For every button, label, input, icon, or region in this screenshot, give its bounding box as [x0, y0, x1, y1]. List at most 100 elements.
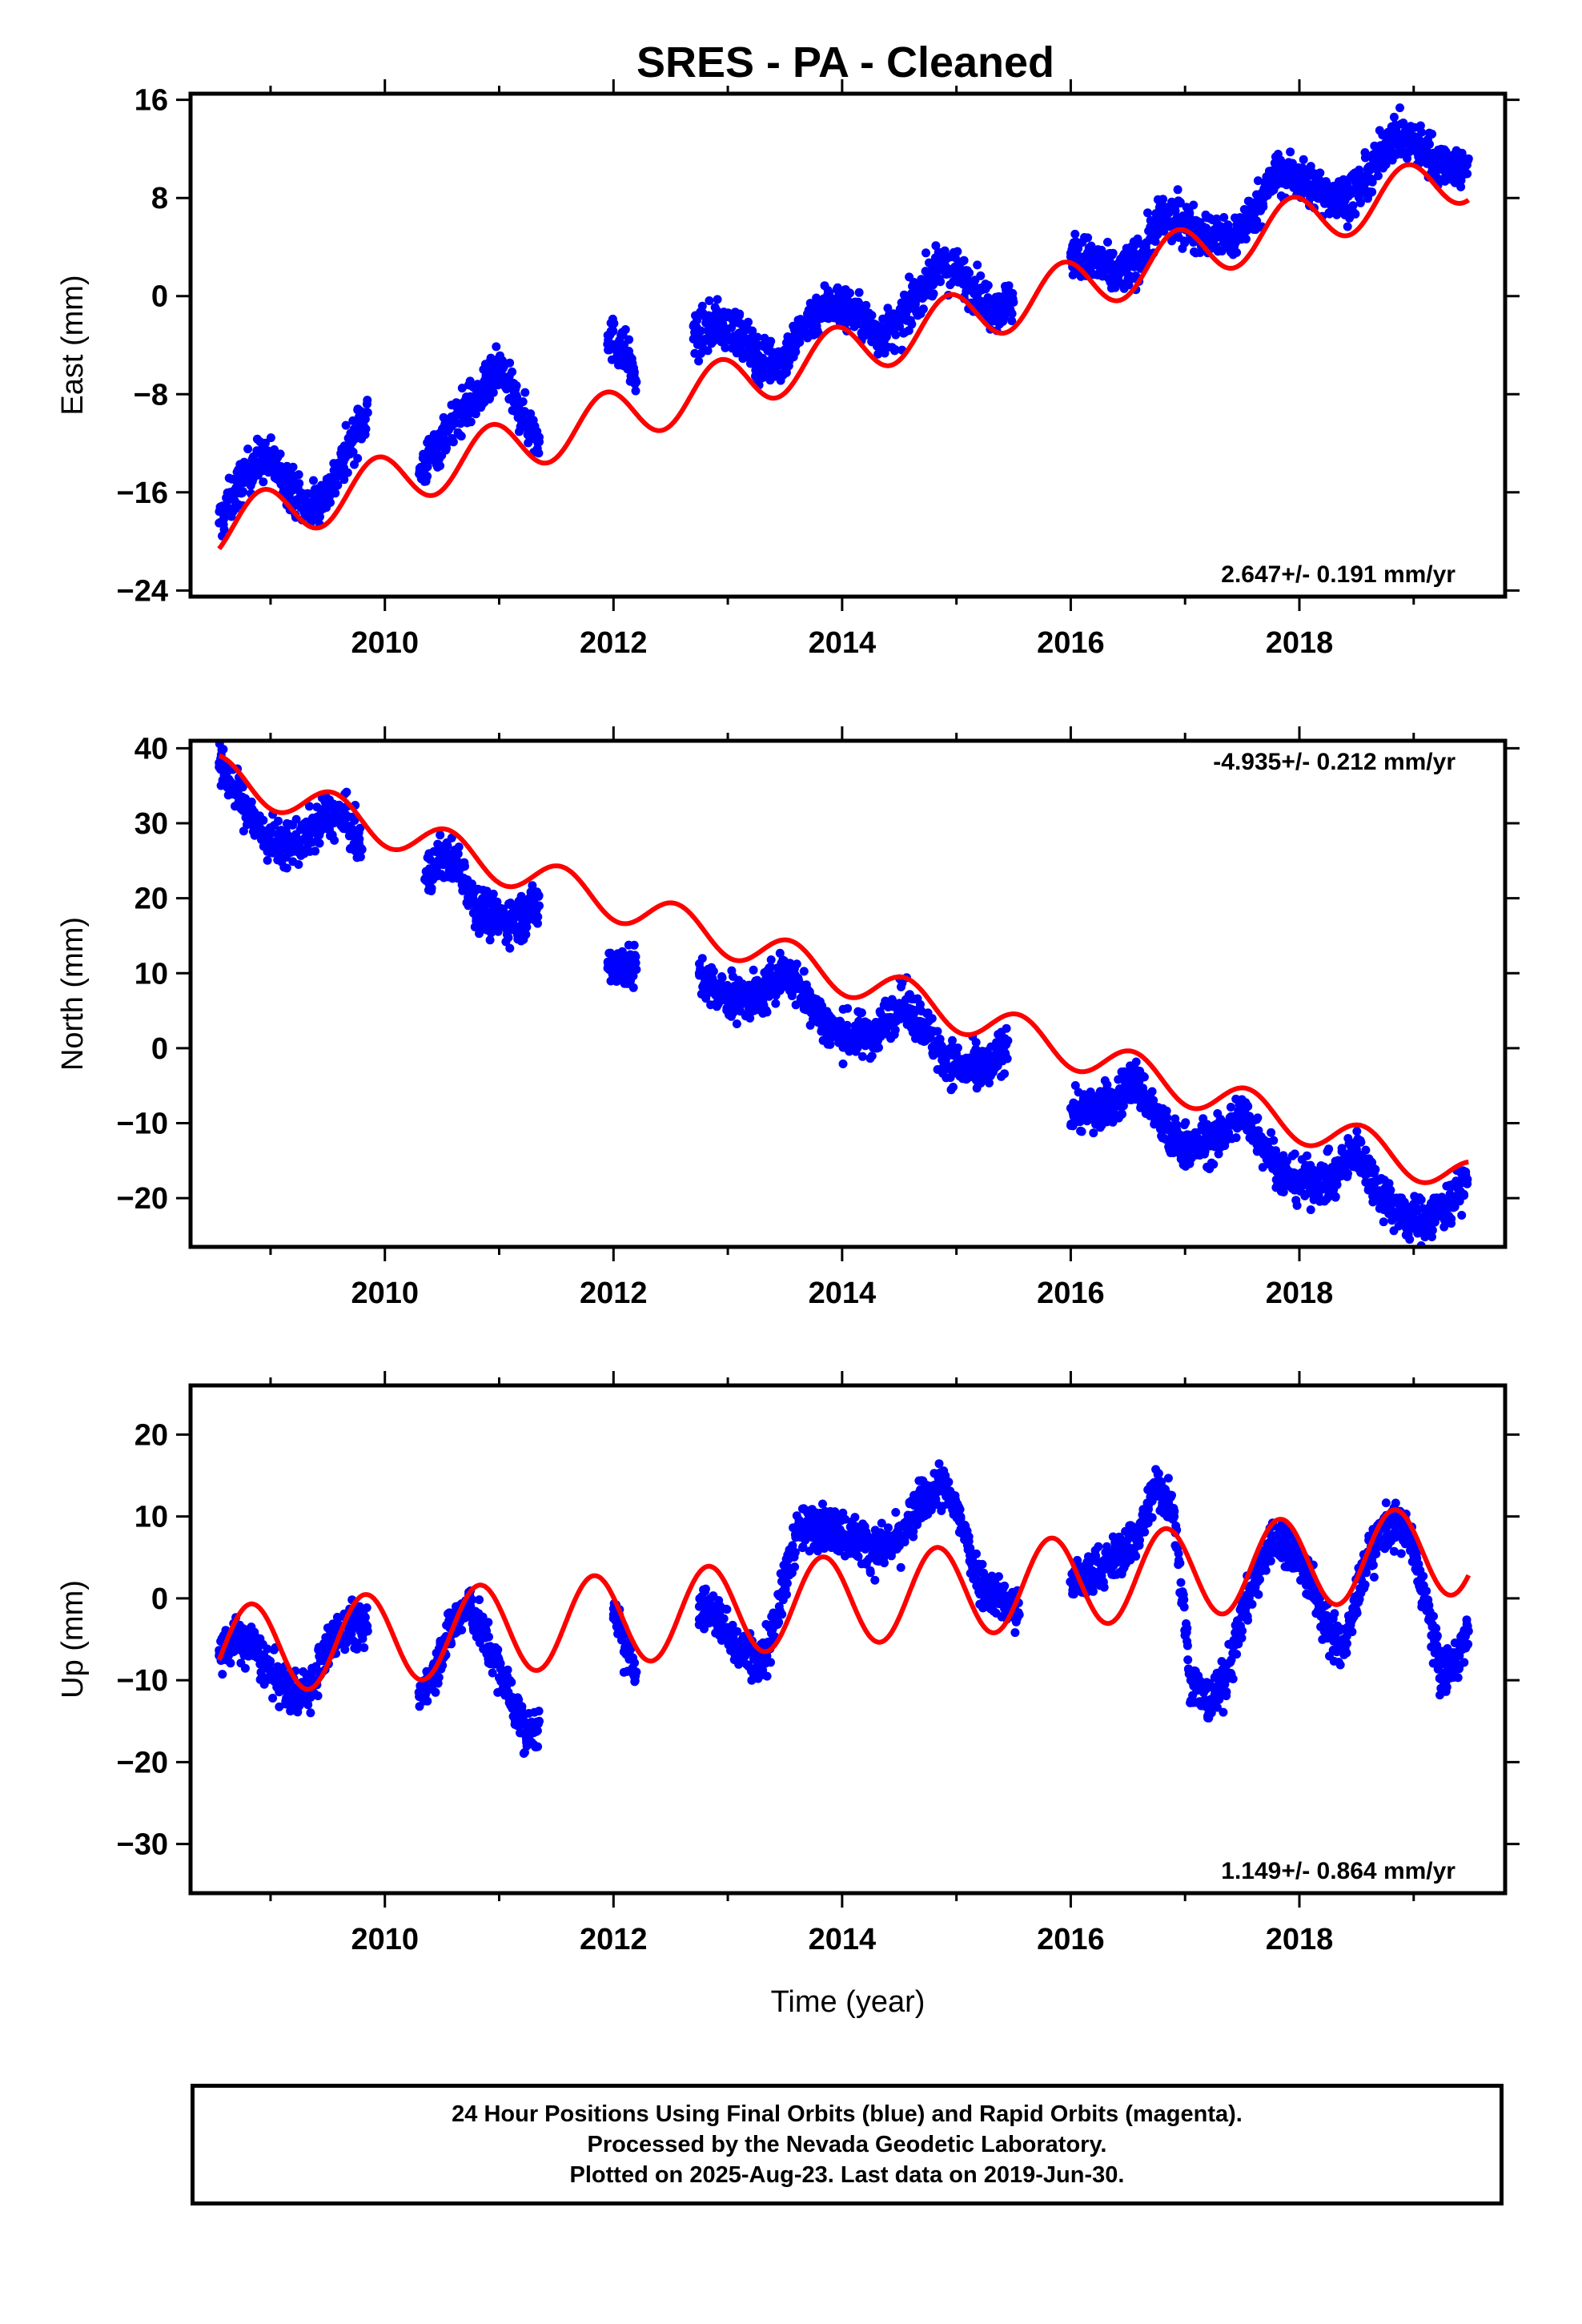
east-data-point: [883, 304, 893, 313]
north-data-point: [1405, 1235, 1415, 1244]
east-data-point: [219, 525, 229, 534]
north-data-point: [342, 787, 351, 797]
north-data-point: [1375, 1186, 1384, 1196]
north-data-point: [1066, 1104, 1075, 1113]
north-data-point: [534, 891, 544, 900]
east-data-point: [1007, 316, 1017, 326]
east-data-point: [1455, 163, 1464, 172]
north-data-point: [238, 782, 247, 792]
north-data-point: [1416, 1195, 1426, 1204]
east-data-point: [1464, 154, 1473, 163]
north-data-point: [927, 1014, 937, 1023]
east-data-point: [845, 288, 854, 298]
east-data-point: [223, 502, 232, 512]
east-data-point: [520, 388, 530, 397]
north-data-point: [917, 1017, 927, 1027]
east-y-axis-label: East (mm): [56, 275, 90, 415]
east-data-point: [1415, 121, 1425, 131]
east-data-point: [976, 271, 986, 280]
north-data-point: [1172, 1120, 1182, 1130]
north-data-point: [260, 834, 270, 843]
east-data-point: [477, 389, 487, 399]
north-data-point: [1000, 1069, 1010, 1079]
east-data-point: [609, 319, 619, 328]
east-data-point: [518, 397, 528, 407]
east-data-point: [1286, 147, 1295, 157]
east-x-tick-label: 2014: [809, 626, 877, 660]
north-data-point: [1371, 1164, 1380, 1174]
north-data-point: [771, 999, 781, 1008]
east-y-tick-label: 16: [135, 84, 168, 118]
north-data-point: [843, 1003, 853, 1013]
east-data-point: [260, 453, 270, 463]
east-data-point: [894, 322, 904, 332]
north-panel: 2010 2012 2014 2016 2018403020100−10−20North…: [56, 726, 1520, 1310]
east-data-point: [363, 396, 372, 405]
east-data-point: [735, 309, 745, 319]
east-data-point: [526, 409, 536, 419]
north-data-point: [488, 889, 498, 899]
north-x-tick-label: 2014: [809, 1277, 877, 1310]
north-data-point: [355, 834, 364, 844]
east-data-point: [234, 481, 243, 491]
north-data-point: [282, 863, 291, 873]
east-data-point: [631, 386, 640, 396]
north-data-point: [243, 807, 252, 817]
north-data-point: [1420, 1216, 1430, 1225]
north-data-point: [781, 965, 789, 975]
east-data-point: [632, 377, 641, 387]
east-data-point: [259, 477, 268, 487]
north-data-point: [1003, 1036, 1013, 1045]
north-data-point: [1077, 1127, 1086, 1136]
north-data-point: [219, 745, 228, 754]
east-data-point: [215, 518, 224, 528]
east-data-point: [534, 448, 544, 458]
east-data-point: [423, 472, 432, 481]
north-data-point: [247, 797, 256, 806]
east-data-point: [849, 306, 858, 316]
north-data-point: [311, 846, 320, 856]
north-data-point: [838, 1059, 848, 1068]
north-data-point: [215, 762, 224, 772]
east-y-tick-label: 8: [151, 182, 168, 215]
north-data-point: [455, 860, 464, 869]
east-data-point: [781, 368, 791, 377]
north-data-point: [874, 1043, 883, 1052]
east-data-point: [1389, 112, 1399, 122]
east-data-point: [426, 451, 436, 460]
east-data-point: [936, 277, 946, 287]
east-data-point: [753, 332, 762, 342]
east-data-point: [734, 328, 744, 338]
north-data-point: [1303, 1151, 1311, 1160]
north-data-point: [1331, 1192, 1340, 1201]
north-data-point: [916, 999, 925, 1009]
north-data-point: [1269, 1136, 1279, 1145]
east-data-point: [443, 426, 452, 436]
north-data-point: [1112, 1096, 1121, 1105]
east-data-point: [456, 419, 465, 428]
north-data-point: [509, 922, 519, 931]
north-data-point: [1343, 1169, 1352, 1178]
east-data-point: [363, 408, 372, 417]
east-data-point: [1202, 223, 1211, 233]
north-data-point: [857, 1051, 867, 1061]
north-data-point: [315, 838, 324, 848]
north-y-tick-label: 10: [135, 957, 168, 991]
east-data-point: [1150, 237, 1160, 246]
north-data-point: [1152, 1111, 1161, 1120]
north-data-point: [1279, 1188, 1288, 1196]
north-data-point: [437, 852, 447, 862]
east-data-point: [288, 462, 298, 472]
north-data-point: [277, 841, 287, 850]
north-data-point: [330, 835, 339, 845]
east-data-point: [1249, 208, 1259, 218]
east-data-point: [781, 352, 789, 362]
east-data-point: [1189, 200, 1199, 210]
north-data-point: [291, 814, 301, 824]
north-data-point: [1118, 1109, 1126, 1119]
north-data-point: [1214, 1149, 1223, 1159]
east-data-point: [329, 478, 338, 488]
east-data-point: [1008, 288, 1018, 298]
north-data-point: [717, 973, 727, 983]
